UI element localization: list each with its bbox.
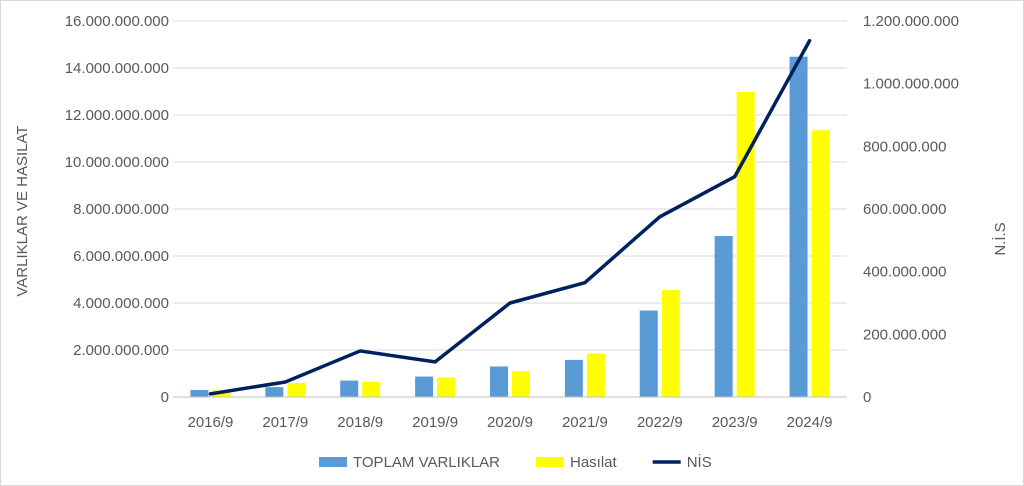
- y-left-tick-label: 12.000.000.000: [65, 107, 169, 124]
- y-left-tick-label: 10.000.000.000: [65, 154, 169, 171]
- bar-hasilat: [512, 371, 530, 397]
- x-tick-label: 2022/9: [637, 414, 683, 431]
- nis-point: [508, 301, 512, 305]
- x-tick-label: 2017/9: [262, 414, 308, 431]
- y-left-tick-label: 14.000.000.000: [65, 60, 169, 77]
- bar-hasilat: [736, 91, 755, 397]
- nis-point: [733, 175, 737, 179]
- legend-label: TOPLAM VARLIKLAR: [353, 454, 500, 471]
- nis-point: [208, 392, 212, 396]
- bar-hasilat: [437, 377, 456, 397]
- x-tick-label: 2020/9: [487, 414, 533, 431]
- bar-hasilat: [661, 290, 680, 397]
- y-right-axis-title: N.İ.S: [991, 222, 1009, 255]
- nis-point: [283, 380, 287, 384]
- bar-toplam-varliklar: [564, 359, 583, 397]
- bar-toplam-varliklar: [190, 389, 209, 397]
- nis-line-layer: [208, 38, 812, 396]
- x-tick-label: 2024/9: [787, 414, 833, 431]
- bar-hasilat: [287, 382, 306, 397]
- y-left-tick-label: 16.000.000.000: [65, 13, 169, 30]
- y-left-tick-label: 4.000.000.000: [73, 295, 169, 312]
- bar-toplam-varliklar: [340, 380, 359, 397]
- bars: [190, 56, 830, 397]
- nis-point: [358, 349, 362, 353]
- x-tick-label: 2021/9: [562, 414, 608, 431]
- bar-toplam-varliklar: [415, 376, 434, 397]
- y-left-tick-label: 0: [161, 389, 169, 406]
- nis-point: [583, 281, 587, 285]
- bar-hasilat: [811, 130, 830, 397]
- nis-point: [658, 215, 662, 219]
- x-tick-label: 2016/9: [187, 414, 233, 431]
- bar-toplam-varliklar: [789, 56, 808, 397]
- nis-point: [808, 39, 812, 43]
- y-right-tick-label: 200.000.000: [863, 326, 946, 343]
- axes: 0 2.000.000.000 4.000.000.000 6.000.000.000…: [65, 13, 959, 431]
- legend-label: NİS: [687, 453, 712, 471]
- legend-swatch: [319, 457, 347, 467]
- x-tick-label: 2018/9: [337, 414, 383, 431]
- legend: TOPLAM VARLIKLAR Hasılat NİS: [319, 453, 712, 471]
- gridlines: [173, 20, 847, 351]
- y-left-tick-label: 6.000.000.000: [73, 248, 169, 265]
- y-left-tick-label: 8.000.000.000: [73, 201, 169, 218]
- x-tick-label: 2019/9: [412, 414, 458, 431]
- y-right-tick-label: 600.000.000: [863, 201, 946, 218]
- legend-swatch: [536, 457, 564, 467]
- y-right-tick-label: 1.200.000.000: [863, 13, 959, 30]
- bar-toplam-varliklar: [265, 387, 284, 397]
- y-right-tick-label: 1.000.000.000: [863, 76, 959, 93]
- y-right-tick-label: 0: [863, 389, 871, 406]
- y-right-tick-label: 400.000.000: [863, 264, 946, 281]
- bar-toplam-varliklar: [490, 366, 508, 397]
- legend-label: Hasılat: [570, 454, 618, 471]
- x-tick-label: 2023/9: [712, 414, 758, 431]
- y-right-tick-label: 800.000.000: [863, 138, 946, 155]
- y-left-tick-label: 2.000.000.000: [73, 342, 169, 359]
- bar-hasilat: [362, 381, 381, 397]
- bar-toplam-varliklar: [639, 310, 658, 397]
- bar-hasilat: [586, 353, 605, 397]
- bar-toplam-varliklar: [714, 236, 733, 397]
- y-left-axis-title: VARLIKLAR VE HASILAT: [14, 125, 31, 296]
- nis-point: [433, 360, 437, 364]
